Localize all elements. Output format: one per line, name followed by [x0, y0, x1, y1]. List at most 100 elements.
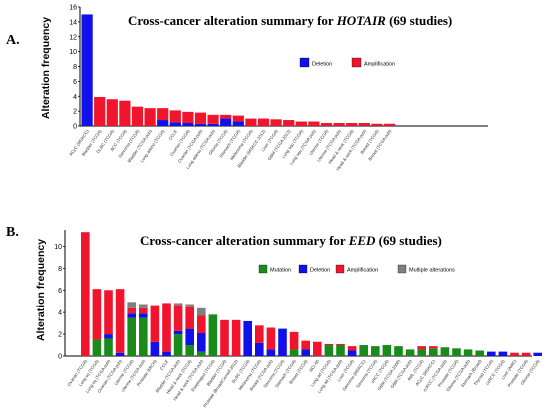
bar-segment-deletion — [266, 349, 276, 356]
bar-segment-amplification — [232, 115, 244, 122]
bar-segment-amplification — [295, 121, 307, 126]
panel-a-title-prefix: Cross-cancer alteration summary for — [128, 13, 337, 28]
bar-segment-amplification — [257, 118, 270, 126]
legend-label-amplification: Amplification — [347, 268, 378, 274]
bar-segment-amplification — [283, 120, 295, 126]
bar-segment-deletion — [185, 328, 194, 346]
bar-segment-mutation — [289, 349, 299, 356]
bar-segment-mutation — [139, 317, 148, 356]
bar-segment-deletion — [220, 118, 232, 126]
bar-segment-amplification — [94, 96, 106, 126]
bar-segment-amplification — [320, 123, 333, 126]
bar-segment-mutation — [185, 345, 194, 356]
y-tick-label: 2 — [58, 332, 62, 339]
panel-a-label: A. — [6, 33, 20, 48]
bar-segment-amplification — [521, 352, 531, 356]
bar-segment-mutation — [382, 345, 392, 356]
panel-b-title: Cross-cancer alteration summary for EED … — [140, 233, 442, 248]
bar-segment-mutation — [336, 345, 345, 356]
bar-segment-amplification — [346, 123, 358, 126]
bar-segment-amplification — [301, 340, 310, 350]
bar-segment-mutation — [475, 350, 484, 356]
bar-segment-amplification — [92, 289, 102, 340]
bar-segment-mutation — [417, 349, 426, 356]
bar-segment-deletion — [243, 320, 252, 356]
panel-a-ylabel: Alteration frequency — [40, 17, 52, 119]
bar-segment-amplification — [245, 118, 257, 126]
panel-a-title-gene: HOTAIR — [336, 13, 386, 28]
legend-label-multiple: Multiple alterations — [409, 268, 455, 274]
bar-segment-amplification — [173, 305, 183, 331]
bar-segment-mutation — [92, 339, 102, 356]
bar-segment-mutation — [394, 346, 403, 356]
bar-segment-amplification — [313, 341, 322, 356]
bar-segment-amplification — [336, 343, 345, 346]
bar-segment-amplification — [270, 119, 282, 126]
y-tick-label: 2 — [73, 109, 77, 116]
bar-segment-deletion — [182, 123, 194, 126]
bar-segment-multiple — [173, 303, 183, 306]
bar-segment-amplification — [185, 306, 194, 329]
panel-b-title-gene: EED — [348, 233, 376, 248]
bar-segment-deletion — [81, 14, 93, 126]
bar-segment-amplification — [255, 325, 264, 343]
bar-segment-deletion — [207, 123, 219, 126]
bar-segment-deletion — [301, 349, 310, 356]
y-tick-label: 10 — [69, 49, 77, 56]
legend-swatch-amplification — [335, 264, 345, 274]
bar-segment-amplification — [289, 331, 299, 350]
bar-segment-amplification — [207, 114, 219, 124]
bar-segment-deletion — [139, 313, 148, 318]
bar-segment-mutation — [371, 346, 380, 356]
bar-segment-deletion — [498, 351, 508, 356]
bar-segment-amplification — [220, 319, 229, 356]
legend-label-deletion: Deletion — [310, 268, 330, 274]
legend-label-deletion: Deletion — [312, 62, 332, 68]
y-tick-label: 6 — [58, 288, 62, 295]
bar-segment-multiple — [185, 304, 194, 307]
y-tick-label: 6 — [73, 79, 77, 86]
bar-segment-amplification — [197, 315, 206, 333]
bar-segment-deletion — [127, 313, 136, 318]
bar-segment-mutation — [197, 351, 206, 356]
bar-segment-amplification — [182, 111, 194, 124]
bar-segment-mutation — [359, 345, 368, 356]
y-tick-label: 0 — [58, 354, 62, 361]
bar-segment-mutation — [463, 349, 473, 356]
bar-segment-deletion — [232, 121, 244, 126]
bar-segment-amplification — [119, 100, 131, 126]
bar-segment-amplification — [81, 232, 90, 356]
bar-segment-deletion — [150, 341, 160, 356]
bar-segment-mutation — [452, 348, 461, 356]
bar-segment-multiple — [197, 307, 206, 316]
bar-segment-multiple — [127, 302, 136, 308]
bar-segment-deletion — [157, 120, 169, 126]
bar-segment-deletion — [169, 122, 181, 126]
panel-b-label: B. — [6, 225, 19, 240]
bar-segment-amplification — [383, 123, 396, 126]
y-tick-label: 8 — [73, 64, 77, 71]
bar-segment-deletion — [487, 351, 496, 356]
bar-segment-amplification — [333, 123, 345, 126]
y-tick-label: 10 — [54, 244, 62, 251]
legend-swatch-deletion — [298, 264, 308, 274]
bar-segment-amplification — [266, 327, 276, 350]
bar-segment-amplification — [106, 99, 118, 126]
bar-segment-amplification — [371, 123, 383, 126]
bar-segment-deletion — [197, 332, 206, 352]
bar-segment-amplification — [417, 346, 426, 350]
bar-segment-amplification — [308, 121, 320, 126]
bar-segment-deletion — [533, 352, 542, 356]
legend-swatch-deletion — [299, 57, 310, 68]
bar-segment-deletion — [347, 350, 357, 356]
bar-segment-deletion — [115, 352, 125, 356]
bar-segment-amplification — [510, 352, 519, 356]
x-tick-label: CCLE — [159, 359, 170, 371]
y-tick-label: 12 — [69, 34, 77, 41]
y-tick-label: 4 — [58, 310, 62, 317]
bar-segment-amplification — [429, 346, 438, 349]
y-tick-label: 4 — [73, 94, 77, 101]
panel-a-title-suffix: (69 studies) — [386, 13, 452, 28]
